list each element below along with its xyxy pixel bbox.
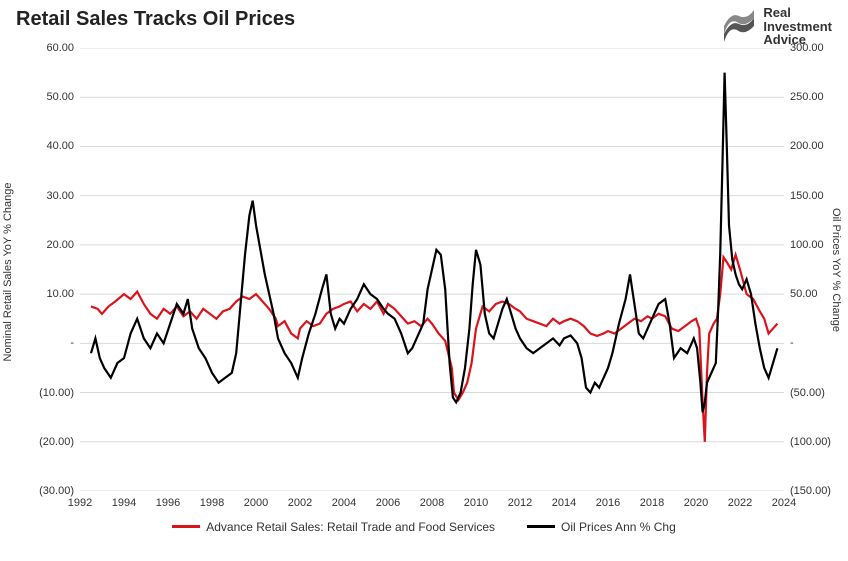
- plot-area: [80, 48, 784, 491]
- yleft-tick: 50.00: [46, 91, 74, 103]
- yleft-tick: 10.00: [46, 288, 74, 300]
- yright-tick: (100.00): [790, 436, 831, 448]
- yright-tick: (150.00): [790, 485, 831, 497]
- x-tick: 2020: [684, 497, 708, 509]
- x-tick: 2012: [508, 497, 532, 509]
- yleft-tick: (10.00): [39, 387, 74, 399]
- x-tick: 2006: [376, 497, 400, 509]
- yright-tick: 200.00: [790, 140, 824, 152]
- brand-block: Real Investment Advice: [721, 6, 832, 47]
- chart-title: Retail Sales Tracks Oil Prices: [16, 8, 295, 31]
- x-tick: 2022: [728, 497, 752, 509]
- x-tick: 2024: [772, 497, 796, 509]
- x-tick: 2016: [596, 497, 620, 509]
- yleft-tick: (20.00): [39, 436, 74, 448]
- chart-container: Retail Sales Tracks Oil Prices Real Inve…: [0, 0, 848, 561]
- yleft-tick: -: [70, 337, 74, 349]
- x-tick: 1992: [68, 497, 92, 509]
- yleft-tick: 40.00: [46, 140, 74, 152]
- x-tick: 2000: [244, 497, 268, 509]
- x-tick: 2008: [420, 497, 444, 509]
- legend-swatch: [527, 525, 555, 528]
- yright-tick: 50.00: [790, 288, 818, 300]
- legend-label: Oil Prices Ann % Chg: [561, 520, 676, 534]
- legend-swatch: [172, 525, 200, 528]
- yright-tick: 100.00: [790, 239, 824, 251]
- legend: Advance Retail Sales: Retail Trade and F…: [0, 517, 848, 534]
- yright-tick: (50.00): [790, 387, 825, 399]
- brand-icon: [721, 8, 757, 44]
- x-tick: 2014: [552, 497, 576, 509]
- x-tick: 1996: [156, 497, 180, 509]
- yright-tick: -: [790, 337, 794, 349]
- x-tick: 2010: [464, 497, 488, 509]
- yleft-tick: 20.00: [46, 239, 74, 251]
- legend-item: Advance Retail Sales: Retail Trade and F…: [172, 520, 495, 534]
- yleft-tick: (30.00): [39, 485, 74, 497]
- yright-tick: 300.00: [790, 42, 824, 54]
- legend-item: Oil Prices Ann % Chg: [527, 520, 676, 534]
- x-tick: 2018: [640, 497, 664, 509]
- brand-line-2: Investment: [763, 20, 832, 34]
- legend-label: Advance Retail Sales: Retail Trade and F…: [206, 520, 495, 534]
- yleft-tick: 60.00: [46, 42, 74, 54]
- y-axis-label-left: Nominal Retail Sales YoY % Change: [2, 172, 14, 372]
- x-tick: 2002: [288, 497, 312, 509]
- x-tick: 1998: [200, 497, 224, 509]
- yright-tick: 250.00: [790, 91, 824, 103]
- yright-tick: 150.00: [790, 190, 824, 202]
- y-axis-label-right: Oil Prices YoY % Change: [830, 208, 842, 332]
- x-tick: 1994: [112, 497, 136, 509]
- brand-line-1: Real: [763, 6, 832, 20]
- brand-text: Real Investment Advice: [763, 6, 832, 47]
- x-tick: 2004: [332, 497, 356, 509]
- yleft-tick: 30.00: [46, 190, 74, 202]
